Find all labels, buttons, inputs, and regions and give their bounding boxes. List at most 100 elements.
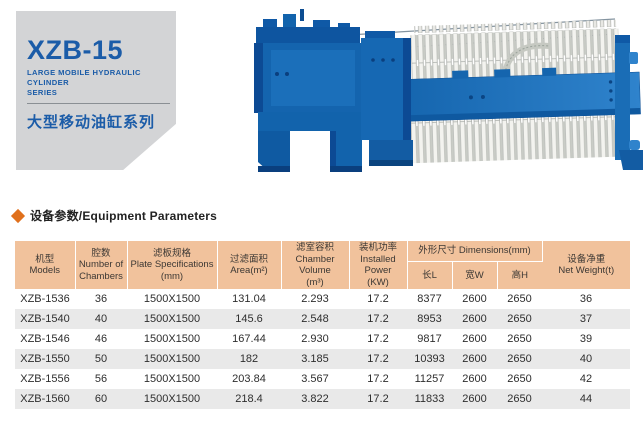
cell-chambers: 60 bbox=[94, 393, 108, 405]
cell-length: 10393 bbox=[414, 353, 445, 365]
cell-power: 17.2 bbox=[367, 353, 389, 365]
col-width-header: 宽W bbox=[452, 261, 498, 289]
cell-width: 2600 bbox=[462, 313, 487, 325]
cell-weight: 42 bbox=[579, 373, 593, 385]
cell-volume: 3.567 bbox=[301, 373, 329, 385]
cell-width: 2600 bbox=[462, 353, 487, 365]
table-row: XZB-1540 40 1500X1500 145.6 2.548 17.2 8… bbox=[15, 309, 630, 329]
cell-height: 2650 bbox=[507, 353, 532, 365]
cell-chambers: 56 bbox=[94, 373, 108, 385]
cell-chambers: 46 bbox=[94, 333, 108, 345]
cell-area: 131.04 bbox=[232, 293, 266, 305]
cell-chambers: 40 bbox=[94, 313, 108, 325]
chambers-header-cn: 腔数 bbox=[91, 247, 111, 259]
cell-width: 2600 bbox=[462, 393, 487, 405]
cell-height: 2650 bbox=[507, 293, 532, 305]
table-row: XZB-1560 60 1500X1500 218.4 3.822 17.2 1… bbox=[15, 389, 630, 409]
chambers-header-en2: Chambers bbox=[79, 270, 123, 282]
cell-volume: 2.930 bbox=[301, 333, 329, 345]
series-subtitle-line2: SERIES bbox=[27, 88, 58, 97]
cell-weight: 36 bbox=[579, 293, 593, 305]
weight-header-en: Net Weight(t) bbox=[558, 265, 615, 276]
col-plate-spec-header: 滤板规格 Plate Specifications (mm) bbox=[127, 241, 218, 289]
header-card: XZB-15 LARGE MOBILE HYDRAULIC CYLINDER S… bbox=[16, 11, 176, 170]
cell-width: 2600 bbox=[462, 373, 487, 385]
cable-chain-links bbox=[504, 45, 550, 75]
plate-header-unit: (mm) bbox=[160, 270, 184, 282]
page-title: XZB-15 bbox=[27, 35, 124, 65]
cell-length: 8953 bbox=[417, 313, 442, 325]
cell-width: 2600 bbox=[462, 333, 487, 345]
series-subtitle-en: LARGE MOBILE HYDRAULIC CYLINDER SERIES bbox=[27, 68, 176, 98]
cell-length: 11833 bbox=[414, 393, 445, 405]
series-subtitle-line1: LARGE MOBILE HYDRAULIC CYLINDER bbox=[27, 68, 141, 87]
col-chambers-header: 腔数 Number of Chambers bbox=[75, 241, 128, 289]
area-header-cn: 过滤面积 bbox=[229, 253, 268, 265]
cell-power: 17.2 bbox=[367, 373, 389, 385]
equipment-parameters-heading: 设备参数/Equipment Parameters bbox=[10, 207, 218, 224]
cell-power: 17.2 bbox=[367, 333, 389, 345]
diamond-icon bbox=[10, 208, 26, 223]
cell-model: XZB-1536 bbox=[20, 293, 70, 305]
volume-header-en: Chamber Volume bbox=[295, 253, 335, 277]
cell-area: 203.84 bbox=[232, 373, 266, 385]
cell-model: XZB-1560 bbox=[20, 393, 70, 405]
main-beam bbox=[399, 67, 641, 122]
cell-weight: 44 bbox=[579, 393, 593, 405]
cell-weight: 40 bbox=[579, 353, 593, 365]
cell-plate-spec: 1500X1500 bbox=[143, 333, 201, 345]
models-header-en: Models bbox=[29, 265, 61, 276]
col-height-header: 高H bbox=[497, 261, 542, 289]
col-area-header: 过滤面积 Area(m²) bbox=[217, 241, 282, 289]
cell-length: 11257 bbox=[414, 373, 445, 385]
plate-header-cn: 滤板规格 bbox=[152, 247, 191, 259]
col-dimensions-header: 外形尺寸 Dimensions(mm) bbox=[407, 241, 543, 262]
cell-area: 167.44 bbox=[232, 333, 266, 345]
cell-model: XZB-1546 bbox=[20, 333, 70, 345]
cell-power: 17.2 bbox=[367, 393, 389, 405]
filter-press-drawing bbox=[254, 9, 643, 172]
cell-model: XZB-1540 bbox=[20, 313, 70, 325]
press-head bbox=[361, 31, 413, 166]
table-row: XZB-1536 36 1500X1500 131.04 2.293 17.2 … bbox=[15, 289, 630, 309]
table-row: XZB-1550 50 1500X1500 182 3.185 17.2 103… bbox=[15, 349, 630, 369]
cell-volume: 3.185 bbox=[301, 353, 329, 365]
cell-plate-spec: 1500X1500 bbox=[143, 373, 201, 385]
cell-height: 2650 bbox=[507, 393, 532, 405]
cell-height: 2650 bbox=[507, 373, 532, 385]
cell-volume: 3.822 bbox=[301, 393, 329, 405]
plate-header-en: Plate Specifications bbox=[130, 259, 214, 271]
cell-weight: 37 bbox=[579, 313, 593, 325]
chambers-header-en1: Number of bbox=[78, 259, 124, 271]
machine-illustration bbox=[243, 0, 643, 195]
cell-power: 17.2 bbox=[367, 293, 389, 305]
volume-header-cn: 滤室容积 bbox=[295, 242, 334, 253]
cell-plate-spec: 1500X1500 bbox=[143, 393, 201, 405]
weight-header-cn: 设备净重 bbox=[567, 253, 606, 265]
table-row: XZB-1556 56 1500X1500 203.84 3.567 17.2 … bbox=[15, 369, 630, 389]
volume-header-unit: (m³) bbox=[306, 276, 324, 288]
power-header-unit: (KW) bbox=[367, 276, 389, 288]
cell-length: 9817 bbox=[417, 333, 442, 345]
section-title: 设备参数/Equipment Parameters bbox=[30, 209, 218, 223]
cell-model: XZB-1556 bbox=[20, 373, 70, 385]
col-power-header: 装机功率 Installed Power (KW) bbox=[349, 241, 408, 289]
cell-height: 2650 bbox=[507, 313, 532, 325]
lower-plate-pack bbox=[410, 110, 624, 164]
cell-power: 17.2 bbox=[367, 313, 389, 325]
power-header-cn: 装机功率 bbox=[358, 242, 397, 253]
col-volume-header: 滤室容积 Chamber Volume (m³) bbox=[281, 241, 350, 289]
cell-plate-spec: 1500X1500 bbox=[143, 313, 201, 325]
cell-width: 2600 bbox=[462, 293, 487, 305]
series-subtitle-cn: 大型移动油缸系列 bbox=[27, 114, 156, 131]
power-header-en: Installed Power bbox=[360, 253, 396, 277]
col-length-header: 长L bbox=[407, 261, 453, 289]
col-models-header: 机型 Models bbox=[15, 241, 76, 289]
parameters-table: 机型 Models 腔数 Number of Chambers 滤板规格 Pla… bbox=[15, 241, 630, 409]
cell-volume: 2.548 bbox=[301, 313, 329, 325]
cell-chambers: 36 bbox=[94, 293, 108, 305]
cell-area: 218.4 bbox=[235, 393, 263, 405]
cell-chambers: 50 bbox=[94, 353, 108, 365]
cell-height: 2650 bbox=[507, 333, 532, 345]
